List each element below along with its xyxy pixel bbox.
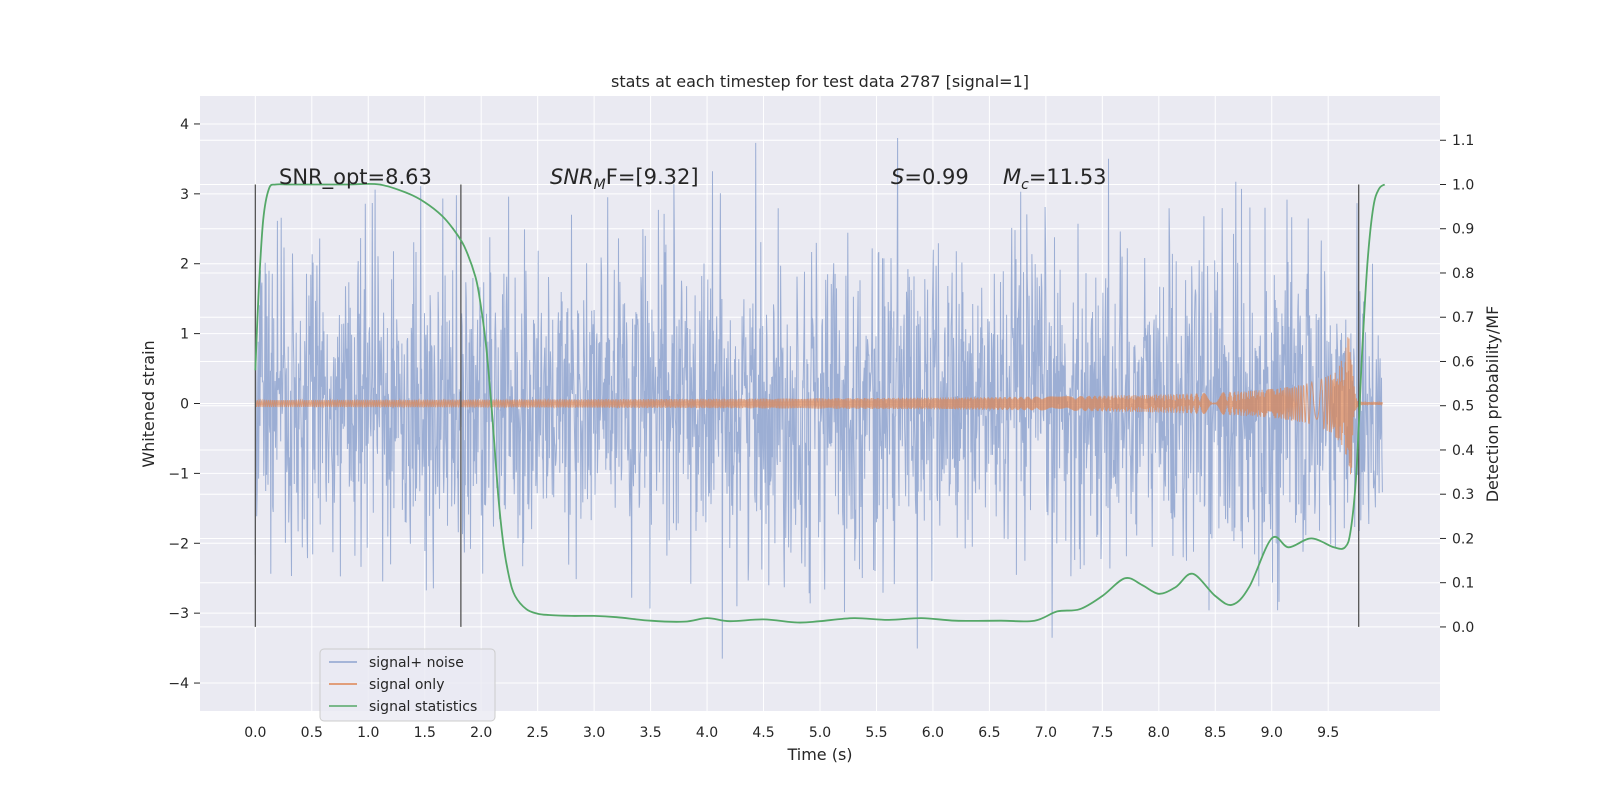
- x-tick-label: 2.0: [470, 725, 492, 741]
- y-right-tick-label: 1.1: [1452, 133, 1474, 149]
- y-left-tick-label: −2: [168, 536, 189, 552]
- y-right-tick-label: 0.5: [1452, 399, 1474, 415]
- x-tick-label: 8.5: [1204, 725, 1226, 741]
- y-left-tick-label: −1: [168, 466, 189, 482]
- signal-only-line: [254, 337, 1383, 475]
- x-tick-label: 5.5: [865, 725, 887, 741]
- annotation-mc-rest: =11.53: [1029, 165, 1107, 189]
- annotation-s-main: S: [891, 165, 904, 189]
- y-right-tick-label: 0.9: [1452, 222, 1474, 238]
- signal-noise-line: [254, 137, 1383, 659]
- x-tick-label: 9.0: [1261, 725, 1283, 741]
- vertical-markers: [254, 184, 1360, 627]
- y-left-tick-label: 0: [180, 397, 189, 413]
- x-tick-label: 1.5: [414, 725, 436, 741]
- signal-noise-series: [254, 137, 1383, 659]
- x-tick-label: 0.0: [244, 725, 266, 741]
- annotation-mc-main: M: [1003, 165, 1021, 189]
- y-right-tick-label: 1.0: [1452, 177, 1474, 193]
- y-right-tick-label: 0.7: [1452, 310, 1474, 326]
- signal-only-series: [254, 337, 1383, 475]
- annotation-s-rest: =0.99: [904, 165, 968, 189]
- annotation-snr-mf-sub: M: [594, 177, 606, 193]
- annotation-snr-mf: SNRMF=[9.32]: [550, 165, 699, 193]
- left-y-axis-ticks: 4 3 2 1 0 −1 −2 −3 −4: [168, 117, 200, 692]
- x-tick-label: 3.5: [639, 725, 661, 741]
- y-right-tick-label: 0.2: [1452, 531, 1474, 547]
- y-left-tick-label: 1: [180, 327, 189, 343]
- y-right-tick-label: 0.3: [1452, 487, 1474, 503]
- signal-statistics-series: [254, 182, 1386, 624]
- x-tick-label: 5.0: [809, 725, 831, 741]
- legend: signal+ noise signal only signal statist…: [319, 648, 496, 722]
- x-axis-ticks: 0.0 0.5 1.0 1.5 2.0 2.5 3.0 3.5 4.0 4.5 5.0 5.5 6.0 6…: [244, 725, 1339, 741]
- x-tick-label: 3.0: [583, 725, 605, 741]
- x-axis-label: Time (s): [786, 745, 852, 764]
- legend-label-signal-statistics: signal statistics: [369, 699, 477, 715]
- y-left-tick-label: −4: [168, 676, 189, 692]
- y-right-tick-label: 0.8: [1452, 266, 1474, 282]
- x-tick-label: 8.0: [1148, 725, 1170, 741]
- x-tick-label: 2.5: [527, 725, 549, 741]
- x-tick-label: 6.0: [922, 725, 944, 741]
- y-right-tick-label: 0.1: [1452, 576, 1474, 592]
- legend-label-signal-noise: signal+ noise: [369, 655, 464, 671]
- signal-statistics-line: [254, 182, 1386, 624]
- chart-title: stats at each timestep for test data 278…: [611, 72, 1029, 91]
- annotation-snr-mf-main: SNR: [550, 165, 594, 189]
- annotation-mc-sub: c: [1021, 177, 1029, 193]
- y-right-tick-label: 0.4: [1452, 443, 1474, 459]
- y-left-tick-label: 3: [180, 187, 189, 203]
- annotation-mc: Mc=11.53: [1003, 165, 1107, 193]
- y-left-tick-label: 2: [180, 257, 189, 273]
- x-tick-label: 0.5: [301, 725, 323, 741]
- right-y-axis-ticks: 1.1 1.0 0.9 0.8 0.7 0.6 0.5 0.4 0.3 0.2 0.1 0.0: [1440, 133, 1474, 636]
- y-left-tick-label: 4: [180, 117, 189, 133]
- y-right-tick-label: 0.6: [1452, 354, 1474, 370]
- annotation-snr-opt: SNR_opt=8.63: [279, 165, 432, 190]
- right-y-axis-label: Detection probability/MF: [1483, 306, 1502, 503]
- x-tick-label: 4.5: [752, 725, 774, 741]
- x-tick-label: 7.0: [1035, 725, 1057, 741]
- annotation-s: S=0.99: [891, 165, 969, 189]
- x-tick-label: 6.5: [978, 725, 1000, 741]
- x-tick-label: 9.5: [1317, 725, 1339, 741]
- x-tick-label: 1.0: [357, 725, 379, 741]
- legend-box: [319, 648, 496, 722]
- left-y-axis-label: Whitened strain: [139, 340, 158, 467]
- x-tick-label: 7.5: [1091, 725, 1113, 741]
- annotation-snr-mf-rest: F=[9.32]: [606, 165, 699, 189]
- y-right-tick-label: 0.0: [1452, 620, 1474, 636]
- y-left-tick-label: −3: [168, 606, 189, 622]
- x-tick-label: 4.0: [696, 725, 718, 741]
- legend-label-signal-only: signal only: [369, 677, 444, 693]
